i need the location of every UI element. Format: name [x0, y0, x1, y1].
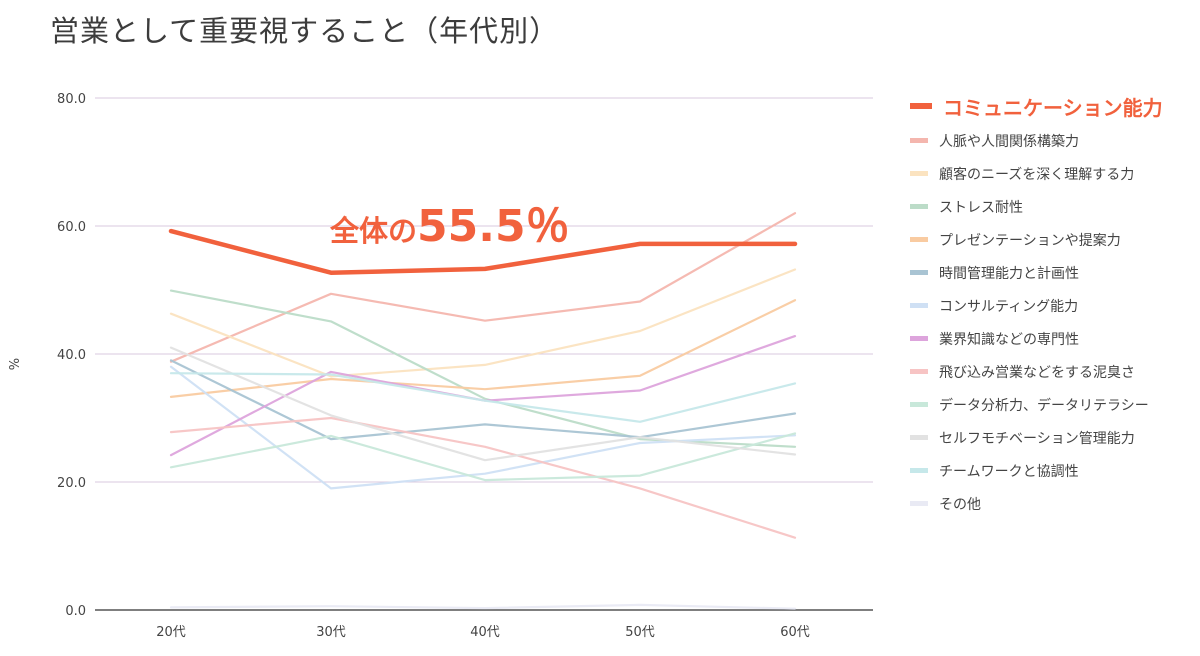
- y-axis-label: %: [8, 358, 23, 370]
- y-axis-ticks: 0.0 20.0 40.0 60.0 80.0: [57, 92, 86, 619]
- y-tick-label: 80.0: [57, 92, 86, 107]
- legend-label: 人脈や人間関係構築力: [939, 133, 1079, 150]
- legend-item[interactable]: データ分析力、データリテラシー: [910, 388, 1195, 421]
- series-line: [169, 603, 797, 610]
- series-11: [169, 372, 797, 423]
- legend-swatch: [910, 237, 928, 242]
- series-5: [169, 359, 797, 441]
- legend-item[interactable]: チームワークと協調性: [910, 454, 1195, 487]
- legend-item[interactable]: 飛び込み営業などをする泥臭さ: [910, 355, 1195, 388]
- series-8: [169, 416, 797, 539]
- legend-item[interactable]: プレゼンテーションや提案力: [910, 223, 1195, 256]
- series-10: [169, 346, 797, 462]
- legend-label: 飛び込み営業などをする泥臭さ: [939, 364, 1135, 381]
- legend-swatch: [910, 204, 928, 209]
- series-line: [169, 299, 797, 398]
- line-chart: 0.0 20.0 40.0 60.0 80.0 20代 30代 40代 50代 60代 % 全体…: [8, 92, 873, 640]
- x-tick-label: 60代: [780, 625, 810, 640]
- legend-item[interactable]: 時間管理能力と計画性: [910, 256, 1195, 289]
- overall-percentage-annotation: 全体の55.5％: [329, 201, 570, 252]
- legend-swatch: [910, 138, 928, 143]
- legend-label: コミュニケーション能力: [943, 95, 1163, 120]
- series-1: [169, 212, 797, 363]
- x-tick-label: 20代: [156, 625, 186, 640]
- legend-item[interactable]: コンサルティング能力: [910, 289, 1195, 322]
- x-tick-label: 40代: [470, 625, 500, 640]
- legend-swatch: [910, 303, 928, 308]
- series-9: [169, 432, 797, 482]
- x-tick-label: 30代: [316, 625, 346, 640]
- series-lines: [169, 212, 797, 610]
- series-4: [169, 299, 797, 398]
- legend-label: 時間管理能力と計画性: [939, 265, 1079, 282]
- legend-swatch: [910, 270, 928, 275]
- legend-swatch: [910, 402, 928, 407]
- highlight-series: [168, 228, 798, 275]
- legend-swatch: [910, 468, 928, 473]
- y-tick-label: 40.0: [57, 348, 86, 363]
- legend-item[interactable]: 業界知識などの専門性: [910, 322, 1195, 355]
- legend-label: その他: [939, 496, 981, 513]
- annotation-prefix: 全体の: [329, 214, 417, 248]
- series-3: [169, 289, 797, 448]
- legend-item[interactable]: 顧客のニーズを深く理解する力: [910, 157, 1195, 190]
- legend-label: 顧客のニーズを深く理解する力: [939, 166, 1135, 183]
- legend-swatch: [910, 369, 928, 374]
- legend-label: ストレス耐性: [939, 199, 1023, 216]
- annotation-value: 55.5％: [417, 201, 570, 252]
- legend-label: 業界知識などの専門性: [939, 331, 1079, 348]
- series-6: [169, 365, 797, 490]
- y-tick-label: 0.0: [65, 604, 86, 619]
- legend-label: コンサルティング能力: [939, 298, 1079, 315]
- y-tick-label: 60.0: [57, 220, 86, 235]
- chart-title: 営業として重要視すること（年代別）: [50, 14, 560, 48]
- legend-swatch: [910, 336, 928, 341]
- legend-label: セルフモチベーション管理能力: [939, 430, 1135, 447]
- legend: コミュニケーション能力人脈や人間関係構築力顧客のニーズを深く理解する力 ストレス耐…: [910, 88, 1195, 520]
- legend-swatch: [910, 103, 932, 109]
- legend-label: データ分析力、データリテラシー: [939, 397, 1149, 414]
- legend-label: チームワークと協調性: [939, 463, 1079, 480]
- x-axis-ticks: 20代 30代 40代 50代 60代: [156, 625, 810, 640]
- legend-swatch: [910, 501, 928, 506]
- y-tick-label: 20.0: [57, 476, 86, 491]
- series-line: [169, 416, 797, 539]
- legend-item[interactable]: コミュニケーション能力: [910, 88, 1195, 124]
- legend-item[interactable]: ストレス耐性: [910, 190, 1195, 223]
- series-12: [169, 603, 797, 610]
- x-tick-label: 50代: [625, 625, 655, 640]
- legend-label: プレゼンテーションや提案力: [939, 232, 1121, 249]
- legend-item[interactable]: セルフモチベーション管理能力: [910, 421, 1195, 454]
- gridlines: [95, 97, 873, 611]
- legend-swatch: [910, 435, 928, 440]
- series-highlight-0: [168, 228, 798, 275]
- series-2: [169, 268, 797, 378]
- legend-item[interactable]: その他: [910, 487, 1195, 520]
- legend-swatch: [910, 171, 928, 176]
- legend-item[interactable]: 人脈や人間関係構築力: [910, 124, 1195, 157]
